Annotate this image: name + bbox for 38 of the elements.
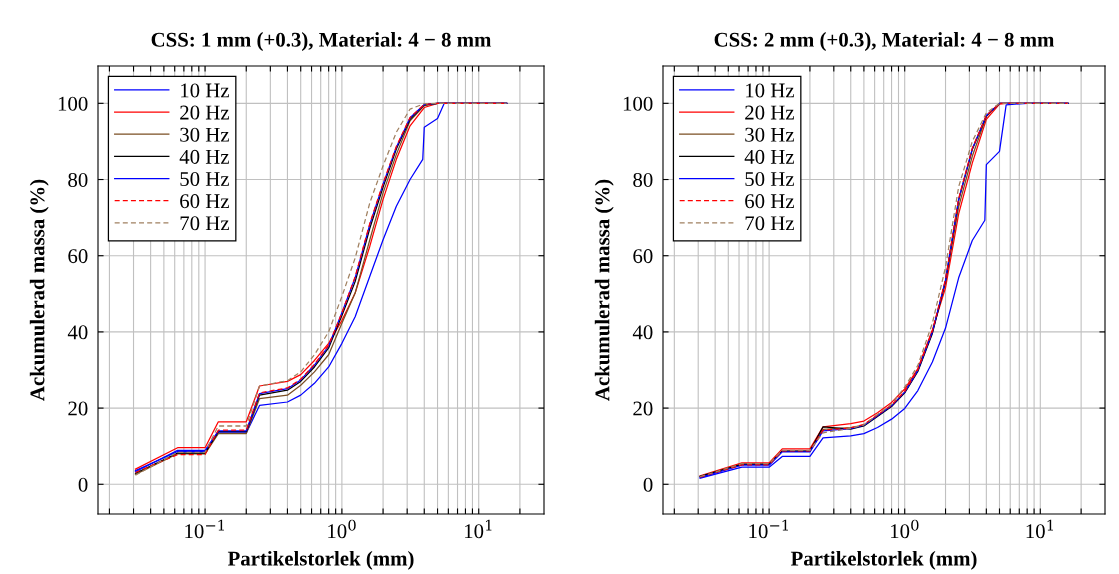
chart-title: CSS: 2 mm (+0.3), Material: 4 − 8 mm — [714, 32, 1055, 51]
x-tick-label: 10$^{0}$ — [328, 519, 356, 539]
y-tick-label: 100 — [58, 96, 88, 111]
y-tick-label: 60 — [68, 249, 88, 264]
legend-label: 50 Hz — [180, 171, 230, 187]
legend-label: 70 Hz — [180, 216, 230, 231]
y-tick-label: 0 — [78, 477, 88, 492]
y-tick-label: 40 — [632, 325, 653, 340]
legend-label: 50 Hz — [745, 171, 795, 187]
legend-label: 40 Hz — [179, 149, 230, 164]
x-axis-title: Partikelstorlek (mm) — [790, 550, 977, 570]
y-tick-label: 0 — [643, 477, 653, 492]
y-tick-label: 80 — [633, 172, 653, 187]
x-tick-label: 10$^{1}$ — [1026, 519, 1054, 539]
x-tick-label: 10$^{0}$ — [891, 519, 919, 539]
legend-label: 10 Hz — [746, 83, 795, 98]
legend-label: 20 Hz — [180, 105, 230, 120]
y-tick-label: 100 — [623, 96, 653, 111]
x-axis-title: Partikelstorlek (mm) — [227, 550, 414, 570]
x-tick-label: 10$^{−1}$ — [185, 519, 224, 539]
legend-label: 40 Hz — [744, 149, 795, 164]
y-tick-label: 40 — [67, 325, 88, 340]
legend-label: 70 Hz — [745, 216, 795, 231]
y-tick-label: 60 — [633, 249, 653, 264]
legend-label: 20 Hz — [745, 105, 795, 120]
chart-title: CSS: 1 mm (+0.3), Material: 4 − 8 mm — [151, 32, 492, 51]
legend-label: 60 Hz — [745, 194, 795, 209]
legend-label: 10 Hz — [181, 83, 230, 98]
y-tick-label: 80 — [68, 172, 88, 187]
legend-label: 60 Hz — [180, 194, 230, 209]
x-tick-label: 10$^{1}$ — [465, 519, 492, 539]
legend-label: 30 Hz — [180, 127, 230, 142]
legend-label: 30 Hz — [745, 127, 795, 142]
y-tick-label: 20 — [633, 401, 653, 416]
y-axis-title: Ackumulerad massa (%) — [29, 179, 49, 401]
y-axis-title: Ackumulerad massa (%) — [594, 179, 614, 401]
x-tick-label: 10$^{−1}$ — [749, 519, 788, 539]
y-tick-label: 20 — [68, 401, 88, 416]
